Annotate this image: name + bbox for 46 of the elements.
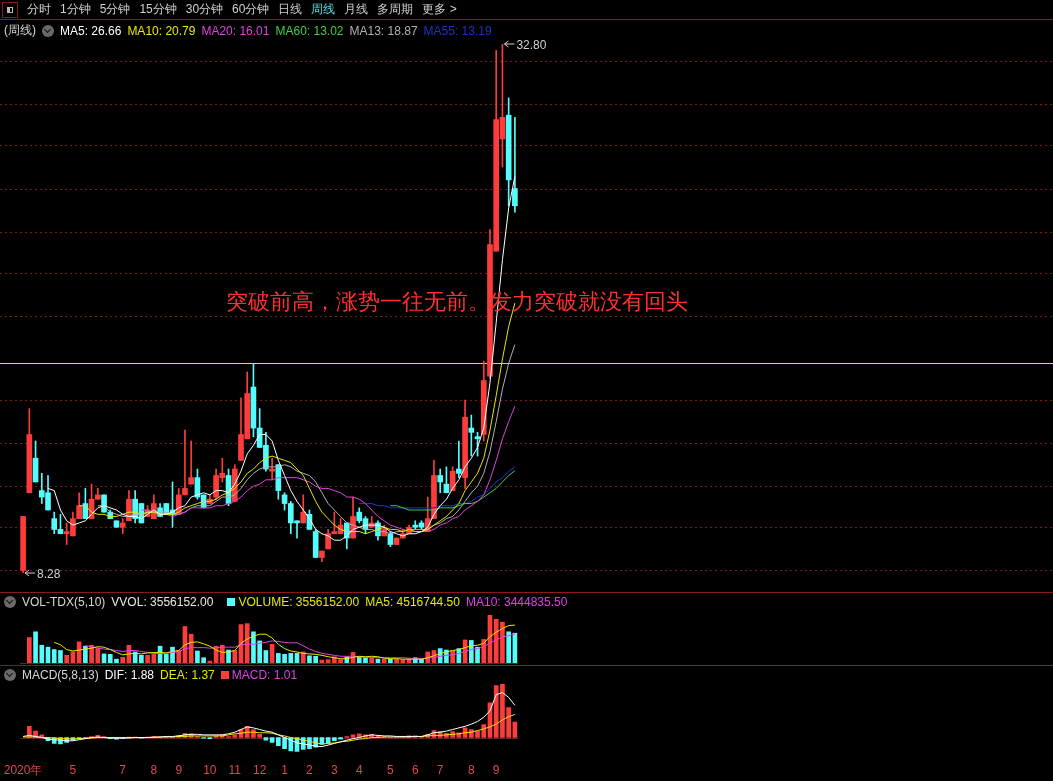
x-tick-label: 12 xyxy=(252,763,267,778)
text: DIF: 1.88 xyxy=(104,668,155,682)
legend-label: MACD: 1.01 xyxy=(231,668,298,682)
x-tick-label: 9 xyxy=(492,763,500,778)
x-tick-label: 2020年 xyxy=(3,763,43,778)
x-tick-label: 5 xyxy=(69,763,77,778)
x-tick-label: 6 xyxy=(411,763,419,778)
x-tick-label: 1 xyxy=(281,763,289,778)
text: 日线 xyxy=(278,1,303,18)
annotation: 8.28 xyxy=(37,567,61,582)
legend-label: VOLUME: 3556152.00 xyxy=(238,595,360,609)
text: 多周期 xyxy=(377,1,414,18)
x-tick-label: 4 xyxy=(355,763,363,778)
x-tick-label: 7 xyxy=(119,763,127,778)
x-tick-label: 7 xyxy=(436,763,444,778)
text: 更多 > xyxy=(422,1,457,18)
text: MA5: 4516744.50 xyxy=(365,595,460,609)
text: MA13: 18.87 xyxy=(349,23,418,38)
text: MA5: 26.66 xyxy=(60,23,122,38)
text: MA60: 13.02 xyxy=(275,23,344,38)
x-tick-label: 10 xyxy=(203,763,217,778)
text: 分时 xyxy=(27,1,51,18)
text: 月线 xyxy=(344,1,369,18)
chart-title: (周线) xyxy=(4,22,36,39)
x-tick-label: 8 xyxy=(467,763,475,778)
x-tick-label: 3 xyxy=(331,763,339,778)
text: 周线 xyxy=(311,1,336,18)
chart-title: MACD(5,8,13) xyxy=(22,668,99,682)
x-tick-label: 5 xyxy=(387,763,395,778)
text: 15分钟 xyxy=(139,1,177,18)
text: 60分钟 xyxy=(232,1,270,18)
chart-title: VOL-TDX(5,10) xyxy=(22,595,106,609)
x-tick-label: 11 xyxy=(228,763,242,778)
x-tick-label: 2 xyxy=(306,763,314,778)
text: 5分钟 xyxy=(99,1,131,18)
text: 1分钟 xyxy=(60,1,91,18)
text: MA20: 16.01 xyxy=(201,23,270,38)
annotation: 32.80 xyxy=(516,38,547,53)
chart-subtitle: VVOL: 3556152.00 xyxy=(111,595,214,609)
x-tick-label: 9 xyxy=(175,763,183,778)
text: MA10: 20.79 xyxy=(127,23,196,38)
x-tick-label: 8 xyxy=(150,763,158,778)
text: 30分钟 xyxy=(185,1,224,18)
text: MA10: 3444835.50 xyxy=(465,595,568,609)
text: MA55: 13.19 xyxy=(423,23,492,38)
text: DEA: 1.37 xyxy=(160,668,215,682)
